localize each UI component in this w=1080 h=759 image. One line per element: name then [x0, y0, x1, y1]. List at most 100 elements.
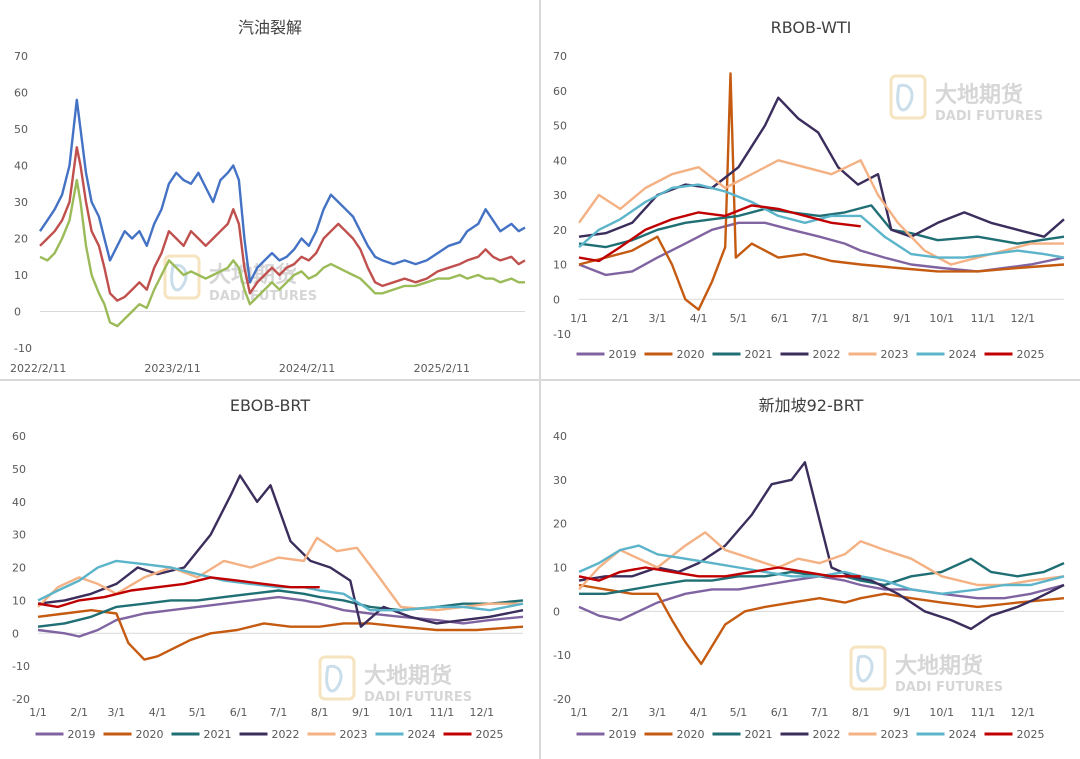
legend-label: 2025: [476, 728, 504, 741]
chart-panel-singapore92-brt: 大地期货 DADI FUTURES 新加坡92-BRT -20 -10 0 10 20 30 40…: [541, 381, 1080, 759]
x-tick-label: 5/1: [730, 706, 748, 719]
legend-item-2021[interactable]: 2021: [712, 728, 773, 741]
series-line-2022: [578, 461, 1065, 631]
y-tick-label: 60: [12, 430, 26, 443]
legend-item-2023[interactable]: 2023: [307, 728, 368, 741]
watermark-logo-mark: [325, 664, 343, 693]
watermark-logo-frame: [163, 254, 201, 300]
x-tick-label: 8/1: [311, 706, 329, 719]
series-line-2019: [578, 221, 1065, 277]
watermark-logo-mark: [896, 83, 914, 112]
x-tick-label: 3/1: [108, 706, 126, 719]
legend-item-2019[interactable]: 2019: [576, 348, 637, 361]
x-tick-label: 2025/2/11: [414, 362, 470, 375]
y-tick-label: 30: [12, 529, 26, 542]
legend-item-2022[interactable]: 2022: [780, 728, 841, 741]
x-tick-label: 7/1: [811, 706, 829, 719]
series-line-2022: [37, 474, 524, 628]
legend-item-2020[interactable]: 2020: [644, 348, 705, 361]
y-tick-label: -10: [14, 342, 32, 355]
legend-item-2025[interactable]: 2025: [443, 728, 504, 741]
legend-label: 2023: [881, 348, 909, 361]
watermark-text-en: DADI FUTURES: [935, 109, 1043, 124]
legend-label: 2024: [949, 728, 977, 741]
legend-item-2020[interactable]: 2020: [103, 728, 164, 741]
legend-label: 2024: [949, 348, 977, 361]
legend-item-2021[interactable]: 2021: [712, 348, 773, 361]
x-tick-label: 11/1: [971, 312, 996, 325]
series-line-2025: [578, 204, 861, 263]
chart-panel-gasoline-crack: 大地期货 DADI FUTURES 汽油裂解 -10 0 10 20 30 40 50 60 70 20…: [0, 0, 539, 379]
series-line-1: [39, 146, 526, 302]
legend-item-2024[interactable]: 2024: [916, 348, 977, 361]
series-line-2022: [578, 96, 1065, 238]
x-tick-label: 6/1: [230, 706, 248, 719]
y-tick-label: 40: [12, 496, 26, 509]
x-tick-label: 12/1: [1010, 706, 1035, 719]
y-tick-label: -10: [12, 660, 30, 673]
legend-item-2019[interactable]: 2019: [576, 728, 637, 741]
x-tick-label: 4/1: [149, 706, 167, 719]
y-tick-label: 0: [553, 605, 560, 618]
legend-item-2024[interactable]: 2024: [375, 728, 436, 741]
series-line-2023: [578, 531, 1065, 591]
x-tick-label: 3/1: [649, 706, 667, 719]
watermark-logo-frame: [849, 645, 887, 691]
legend-item-2025[interactable]: 2025: [984, 348, 1045, 361]
legend-item-2019[interactable]: 2019: [35, 728, 96, 741]
watermark-text-cn: 大地期货: [895, 653, 983, 679]
watermark-text-cn: 大地期货: [935, 82, 1023, 108]
y-tick-label: 10: [12, 594, 26, 607]
x-tick-label: 10/1: [388, 706, 413, 719]
y-tick-label: 40: [553, 430, 567, 443]
legend-label: 2019: [609, 348, 637, 361]
y-tick-label: 10: [553, 259, 567, 272]
y-tick-label: 20: [553, 224, 567, 237]
y-tick-label: 50: [14, 123, 28, 136]
series-line-2025: [578, 566, 861, 582]
legend-label: 2021: [204, 728, 232, 741]
legend-item-2022[interactable]: 2022: [239, 728, 300, 741]
series-line-2023: [37, 536, 523, 612]
chart-panel-rbob-wti: 大地期货 DADI FUTURES RBOB-WTI -10 0 10 20 30 40 50 60…: [541, 0, 1080, 379]
legend-item-2022[interactable]: 2022: [780, 348, 841, 361]
legend-label: 2020: [677, 728, 705, 741]
legend-label: 2025: [1017, 728, 1045, 741]
chart-title: RBOB-WTI: [771, 18, 852, 37]
legend-item-2024[interactable]: 2024: [916, 728, 977, 741]
x-tick-label: 11/1: [430, 706, 455, 719]
watermark-text-en: DADI FUTURES: [364, 690, 472, 705]
x-tick-label: 8/1: [852, 706, 870, 719]
horizontal-divider: [0, 379, 1080, 381]
x-tick-label: 9/1: [893, 706, 911, 719]
legend-label: 2020: [677, 348, 705, 361]
y-tick-label: 40: [14, 160, 28, 173]
x-tick-label: 12/1: [469, 706, 494, 719]
legend-item-2023[interactable]: 2023: [848, 348, 909, 361]
y-tick-label: 50: [553, 120, 567, 133]
y-tick-label: 30: [553, 474, 567, 487]
x-tick-label: 1/1: [570, 706, 588, 719]
legend-label: 2023: [340, 728, 368, 741]
x-tick-label: 6/1: [771, 706, 789, 719]
y-tick-label: 70: [14, 50, 28, 63]
series-line-2020: [578, 72, 1065, 311]
legend-label: 2020: [136, 728, 164, 741]
legend-item-2025[interactable]: 2025: [984, 728, 1045, 741]
series-line-2020: [37, 609, 524, 661]
legend-item-2023[interactable]: 2023: [848, 728, 909, 741]
y-tick-label: 20: [14, 233, 28, 246]
y-tick-label: 0: [14, 306, 21, 319]
legend-item-2020[interactable]: 2020: [644, 728, 705, 741]
y-tick-label: 10: [14, 269, 28, 282]
x-tick-label: 8/1: [852, 312, 870, 325]
y-tick-label: 60: [553, 85, 567, 98]
watermark-text-en: DADI FUTURES: [895, 680, 1003, 695]
legend-item-2021[interactable]: 2021: [171, 728, 232, 741]
legend-label: 2021: [745, 728, 773, 741]
x-tick-label: 3/1: [649, 312, 667, 325]
